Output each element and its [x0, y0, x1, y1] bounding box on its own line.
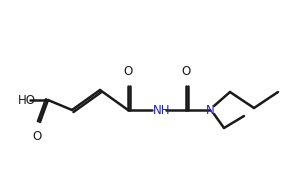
Text: O: O	[32, 130, 42, 143]
Text: O: O	[123, 65, 133, 78]
Text: HO: HO	[18, 94, 36, 107]
Text: O: O	[181, 65, 191, 78]
Text: N: N	[206, 103, 214, 116]
Text: NH: NH	[153, 103, 170, 116]
